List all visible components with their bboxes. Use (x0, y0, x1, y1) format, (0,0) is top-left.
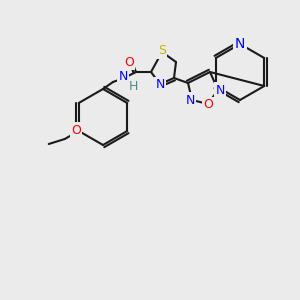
Text: N: N (235, 37, 245, 51)
Text: O: O (71, 124, 81, 136)
Text: N: N (118, 70, 128, 83)
Text: N: N (155, 79, 165, 92)
Text: H: H (128, 80, 138, 94)
Text: S: S (158, 44, 166, 58)
Text: O: O (203, 98, 213, 112)
Text: N: N (185, 94, 195, 106)
Text: O: O (124, 56, 134, 68)
Text: N: N (215, 83, 225, 97)
